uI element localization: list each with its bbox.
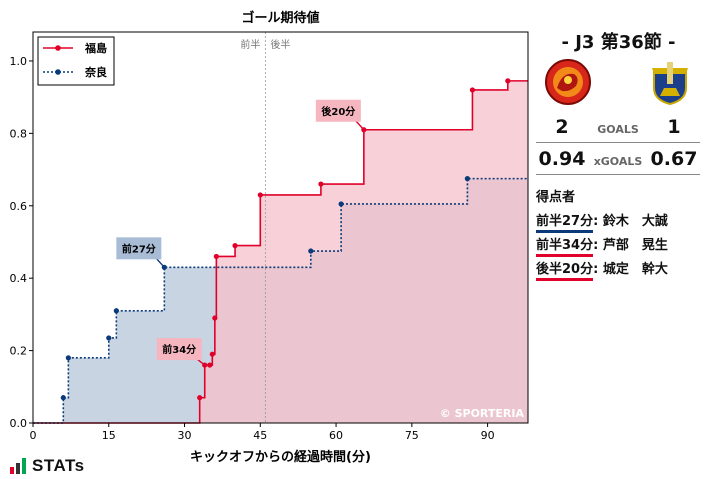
y-tick-label: 1.0 (10, 55, 28, 68)
first-half-label: 前半 (240, 38, 260, 51)
data-point (505, 78, 511, 84)
x-tick-label: 30 (178, 429, 192, 442)
series-line-away (33, 177, 528, 424)
y-tick-label: 0.4 (10, 272, 28, 285)
data-point (65, 355, 71, 361)
scorer-time: 後半20分 (536, 262, 594, 281)
data-point (212, 315, 218, 321)
xg-label: xGOALS (593, 155, 643, 168)
away-xg: 0.67 (650, 148, 698, 170)
scorer-time: 前半27分 (536, 214, 594, 233)
logo-bar (16, 463, 20, 474)
y-tick-label: 0.6 (10, 200, 28, 213)
match-title: - J3 第36節 - (561, 32, 676, 53)
watermark: © SPORTERIA (440, 407, 525, 420)
goals-label: GOALS (597, 123, 639, 136)
annotation-box (156, 338, 202, 361)
data-point (60, 395, 66, 401)
data-point (209, 351, 215, 357)
stats-logo-bars-icon (10, 458, 28, 474)
data-point (113, 308, 119, 314)
area-home (33, 80, 528, 423)
data-point (232, 243, 238, 249)
x-tick-label: 60 (329, 429, 343, 442)
x-tick-label: 45 (253, 429, 267, 442)
legend-marker (55, 45, 61, 51)
annotation-label: 後20分 (321, 105, 355, 118)
scorer-time: 前半34分 (536, 238, 594, 257)
chart-title: ゴール期待値 (241, 10, 319, 26)
stats-logo: STATs (10, 456, 85, 476)
annotation-box (315, 99, 361, 122)
data-point (464, 176, 470, 182)
y-tick-label: 0.2 (10, 345, 28, 358)
logo-bar (22, 458, 26, 474)
x-tick-label: 0 (30, 429, 37, 442)
scorer-name: : 鈴木 大誠 (593, 214, 668, 229)
data-point (207, 362, 213, 368)
y-tick-label: 0.0 (10, 417, 28, 430)
scorer-item: 前半34分: 芦部 晃生 (536, 234, 668, 257)
y-tick-label: 0.8 (10, 127, 28, 140)
annotation-box (116, 237, 162, 260)
data-point (338, 201, 344, 207)
legend-marker (55, 69, 61, 75)
fukushima-crest (545, 59, 591, 105)
home-xg: 0.94 (538, 148, 586, 170)
data-point (469, 87, 476, 93)
second-half-label: 後半 (270, 38, 290, 51)
goals-row: 2 GOALS 1 (536, 114, 700, 143)
legend-label: 奈良 (84, 65, 107, 79)
x-tick-label: 15 (102, 429, 116, 442)
data-point (197, 395, 203, 401)
data-point (318, 181, 324, 187)
data-point (257, 192, 263, 198)
scorer-item: 後半20分: 城定 幹大 (536, 258, 668, 281)
away-goals: 1 (667, 116, 681, 138)
match-panel: - J3 第36節 - 2 GOALS 1 0.94 xGOALS 0.67 得… (530, 0, 707, 479)
data-point (308, 248, 314, 254)
scorer-item: 前半27分: 鈴木 大誠 (536, 210, 668, 233)
x-tick-label: 75 (405, 429, 419, 442)
data-point (213, 253, 219, 260)
legend-label: 福島 (84, 41, 107, 55)
x-tick-label: 90 (481, 429, 495, 442)
logo-bar (10, 467, 14, 474)
annotation-label: 前27分 (122, 242, 156, 255)
xg-row: 0.94 xGOALS 0.67 (536, 146, 700, 175)
legend-box (37, 36, 115, 86)
x-axis-label: キックオフからの経過時間(分) (190, 449, 371, 465)
data-point (106, 335, 112, 341)
scorer-name: : 城定 幹大 (593, 262, 668, 277)
stats-logo-text: STATs (32, 456, 85, 475)
scorers-heading: 得点者 (536, 190, 576, 205)
nara-crest (652, 62, 688, 106)
plot-frame (32, 31, 529, 424)
annotation-label: 前34分 (162, 343, 196, 356)
scorer-name: : 芦部 晃生 (593, 238, 668, 253)
home-goals: 2 (555, 116, 569, 138)
